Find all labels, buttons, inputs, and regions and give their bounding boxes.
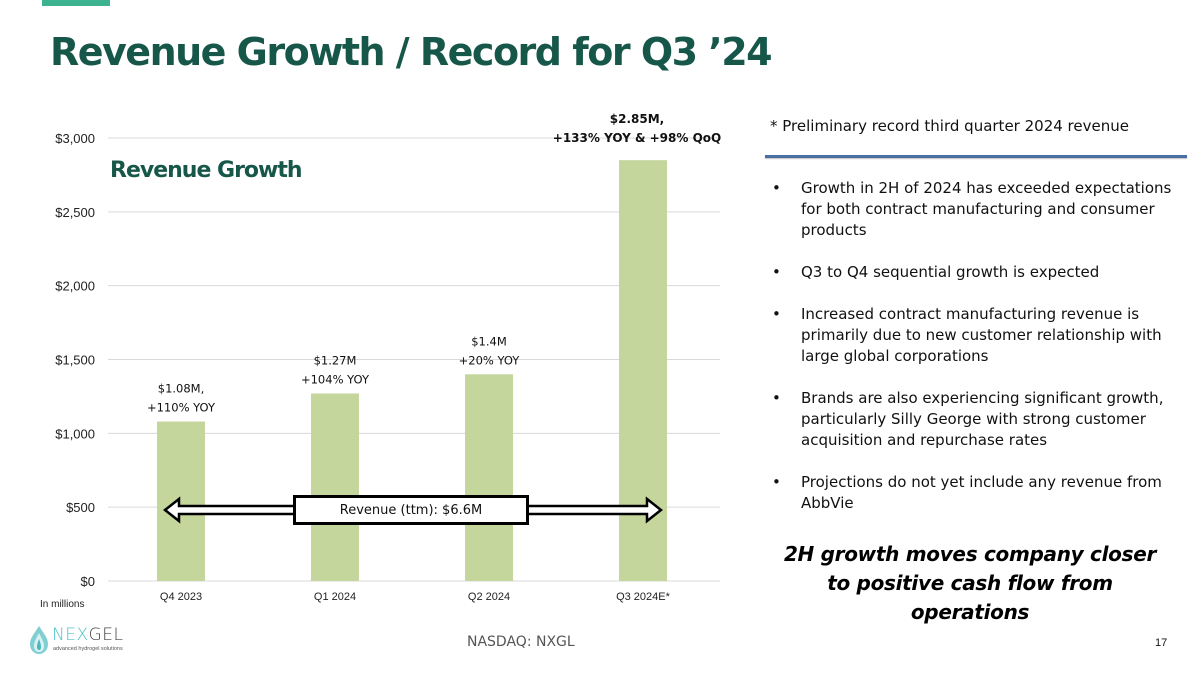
droplet-leaf-icon [30,626,48,654]
data-label: $1.08M, [158,382,205,396]
data-label: +104% YOY [301,372,370,386]
y-axis-ticks: $0 $500 $1,000 $1,500 $2,000 $2,500 $3,000 [55,131,95,589]
units-note: In millions [40,599,85,610]
x-tick-label: Q4 2023 [160,591,202,603]
bullet-icon: • [772,389,781,407]
x-tick-label: Q2 2024 [468,591,510,603]
bullet-item: • Growth in 2H of 2024 has exceeded expec… [772,179,1172,239]
preliminary-note: * Preliminary record third quarter 2024 … [770,117,1129,135]
ttm-revenue-annotation: Revenue (ttm): $6.6M [293,495,529,525]
page-number: 17 [1155,637,1168,649]
y-tick-label: $3,000 [55,131,95,146]
data-label: +133% YOY & +98% QoQ [553,131,721,145]
data-label: $1.4M [471,334,507,348]
chart-title: Revenue Growth [110,158,303,183]
x-tick-label: Q3 2024E* [616,591,671,603]
bullet-icon: • [772,305,781,323]
title-accent-bar [42,0,110,6]
bullet-icon: • [772,263,781,281]
logo-wordmark: NEXGEL [52,625,124,645]
callout-statement: 2H growth moves company closer to positi… [783,542,1157,624]
bar-q1-2024 [311,393,359,581]
nexgel-logo: NEXGEL advanced hydrogel solutions [28,625,158,657]
y-tick-label: $2,500 [55,205,95,220]
y-tick-label: $1,000 [55,426,95,441]
slide-title: Revenue Growth / Record for Q3 ’24 [50,30,773,74]
x-tick-label: Q1 2024 [314,591,356,603]
data-label: +110% YOY [147,401,216,415]
bullet-icon: • [772,179,781,197]
stock-ticker: NASDAQ: NXGL [467,634,575,650]
y-tick-label: $500 [66,500,95,515]
data-labels: $1.08M, +110% YOY $1.27M +104% YOY $1.4M +20%… [147,112,721,414]
data-label: $2.85M, [610,112,664,126]
x-axis-ticks: Q4 2023 Q1 2024 Q2 2024 Q3 2024E* [160,591,671,603]
bullet-item: • Projections do not yet include any reve… [772,473,1162,512]
bar-q2-2024 [465,374,513,581]
section-divider [765,155,1187,158]
y-tick-label: $2,000 [55,279,95,294]
bullet-icon: • [772,473,781,491]
bullet-item: • Q3 to Q4 sequential growth is expected [772,263,1100,281]
bullet-item: • Brands are also experiencing significan… [772,389,1164,449]
bullet-list: • Growth in 2H of 2024 has exceeded expec… [772,178,1192,535]
y-tick-label: $0 [81,574,95,589]
logo-tagline: advanced hydrogel solutions [53,646,123,652]
data-label: +20% YOY [459,353,521,367]
y-tick-label: $1,500 [55,353,95,368]
bar-q4-2023 [157,421,205,581]
data-label: $1.27M [314,353,357,367]
bullet-item: • Increased contract manufacturing revenu… [772,305,1162,365]
